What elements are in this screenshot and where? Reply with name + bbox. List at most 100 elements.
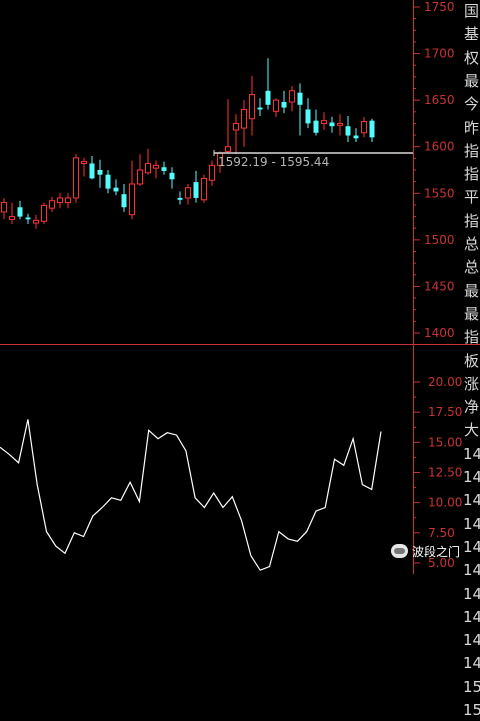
candle (233, 114, 239, 155)
indicator-y-tick-label: 15.00 (428, 435, 462, 449)
candle (297, 83, 303, 136)
side-panel-label[interactable]: 14 (463, 444, 480, 463)
candle (25, 213, 31, 225)
side-panel-label[interactable]: 指 (463, 328, 479, 347)
candle-body-up (289, 90, 295, 103)
candle (281, 90, 287, 114)
candle (121, 183, 127, 212)
side-panel-label[interactable]: 指 (463, 141, 479, 160)
indicator-y-tick-label: 17.50 (428, 405, 462, 419)
side-panel-label[interactable]: 14 (463, 468, 480, 486)
candle (113, 179, 119, 196)
side-panel-label[interactable]: 国 (463, 2, 479, 20)
candle (329, 116, 335, 133)
side-panel-label[interactable]: 15 (463, 701, 480, 719)
y-tick-label: 1600 (424, 140, 455, 154)
candle-body-up (201, 177, 207, 201)
candle-body-down (161, 167, 167, 171)
side-panel-label[interactable]: 涨 (463, 374, 479, 393)
side-panel-label[interactable]: 权 (463, 48, 479, 67)
candle (265, 58, 271, 110)
side-panel-label[interactable]: 14 (463, 584, 480, 603)
side-panel-label[interactable]: 昨 (463, 118, 479, 137)
candle-body-up (41, 204, 47, 222)
side-panel-label[interactable]: 14 (463, 607, 480, 626)
candle (89, 156, 95, 180)
side-panel-label[interactable]: 最 (463, 71, 479, 90)
candle-body-up (321, 120, 327, 124)
candle (353, 128, 359, 143)
side-panel-label[interactable]: 14 (463, 561, 480, 580)
price-panel (1, 58, 413, 229)
candle-body-up (129, 183, 135, 216)
candle-body-up (49, 200, 55, 209)
candle-body-up (33, 219, 39, 224)
candle-body-down (297, 92, 303, 105)
candle-body-down (25, 217, 31, 220)
candle-body-up (9, 216, 15, 220)
candle (369, 118, 375, 143)
side-panel-label[interactable]: 今 (463, 95, 479, 114)
side-panel-label[interactable]: 大 (463, 421, 479, 440)
side-panel-label[interactable]: 15 (463, 677, 480, 696)
side-panel-label[interactable]: 板 (463, 351, 479, 370)
candle (17, 200, 23, 220)
indicator-panel (0, 419, 382, 571)
candle-body-down (177, 197, 183, 200)
candle (41, 202, 47, 225)
watermark: 波段之门 (391, 541, 460, 561)
candle (209, 160, 215, 186)
side-panel-label[interactable]: 14 (463, 537, 480, 556)
y-tick-label: 1750 (424, 0, 455, 14)
candle (273, 98, 279, 117)
side-panel-label[interactable]: 基 (463, 25, 479, 44)
indicator-y-tick-label: 10.00 (428, 496, 462, 510)
candle (345, 115, 351, 143)
candle-body-down (345, 126, 351, 136)
candle-body-up (185, 187, 191, 199)
candle-body-down (169, 172, 175, 180)
side-panel-label[interactable]: 最 (463, 281, 479, 300)
candle (289, 86, 295, 112)
candle-body-down (353, 135, 359, 139)
candle (313, 109, 319, 136)
side-panel-label[interactable]: 14 (463, 631, 480, 650)
candle (137, 154, 143, 186)
candle-body-down (105, 174, 111, 189)
side-panel-label[interactable]: 14 (463, 654, 480, 673)
side-panel-label[interactable]: 指 (463, 165, 479, 184)
side-panel-label[interactable]: 总 (463, 235, 479, 253)
candle-body-up (337, 122, 343, 126)
candle-body-up (137, 169, 143, 185)
candle-body-up (209, 164, 215, 181)
candle-body-down (369, 120, 375, 138)
candle-body-down (89, 163, 95, 179)
side-panel-label[interactable]: 平 (463, 188, 479, 207)
side-panel-label[interactable]: 指 (463, 211, 479, 230)
candle-body-up (73, 157, 79, 199)
side-panel-label[interactable]: 14 (463, 491, 480, 510)
candle-body-up (1, 202, 7, 213)
side-panel-label[interactable]: 最 (463, 304, 479, 323)
candle (57, 193, 63, 209)
candle (153, 160, 159, 179)
y-tick-label: 1450 (424, 279, 455, 293)
side-panel-label[interactable]: 14 (463, 514, 480, 533)
candle (1, 197, 7, 220)
candle-body-down (121, 194, 127, 208)
side-panel-label[interactable]: 净 (463, 398, 479, 417)
candle-body-down (281, 102, 287, 108)
chart-canvas: 1750 1700 1650 1600 1550 1500 1450 1400 20.00 17.… (0, 0, 480, 574)
y-tick-label: 1700 (424, 47, 455, 61)
axis-frame: 1750 1700 1650 1600 1550 1500 1450 1400 20.00 17.… (0, 0, 480, 574)
candle-body-down (313, 120, 319, 133)
candle (65, 193, 71, 209)
candle (193, 170, 199, 203)
side-panel-label[interactable]: 总 (463, 258, 479, 277)
candle-body-down (97, 170, 103, 175)
wechat-icon (391, 544, 408, 558)
candle (161, 161, 167, 175)
candle-body-up (145, 162, 151, 174)
candle (129, 160, 135, 220)
candle (225, 99, 231, 154)
